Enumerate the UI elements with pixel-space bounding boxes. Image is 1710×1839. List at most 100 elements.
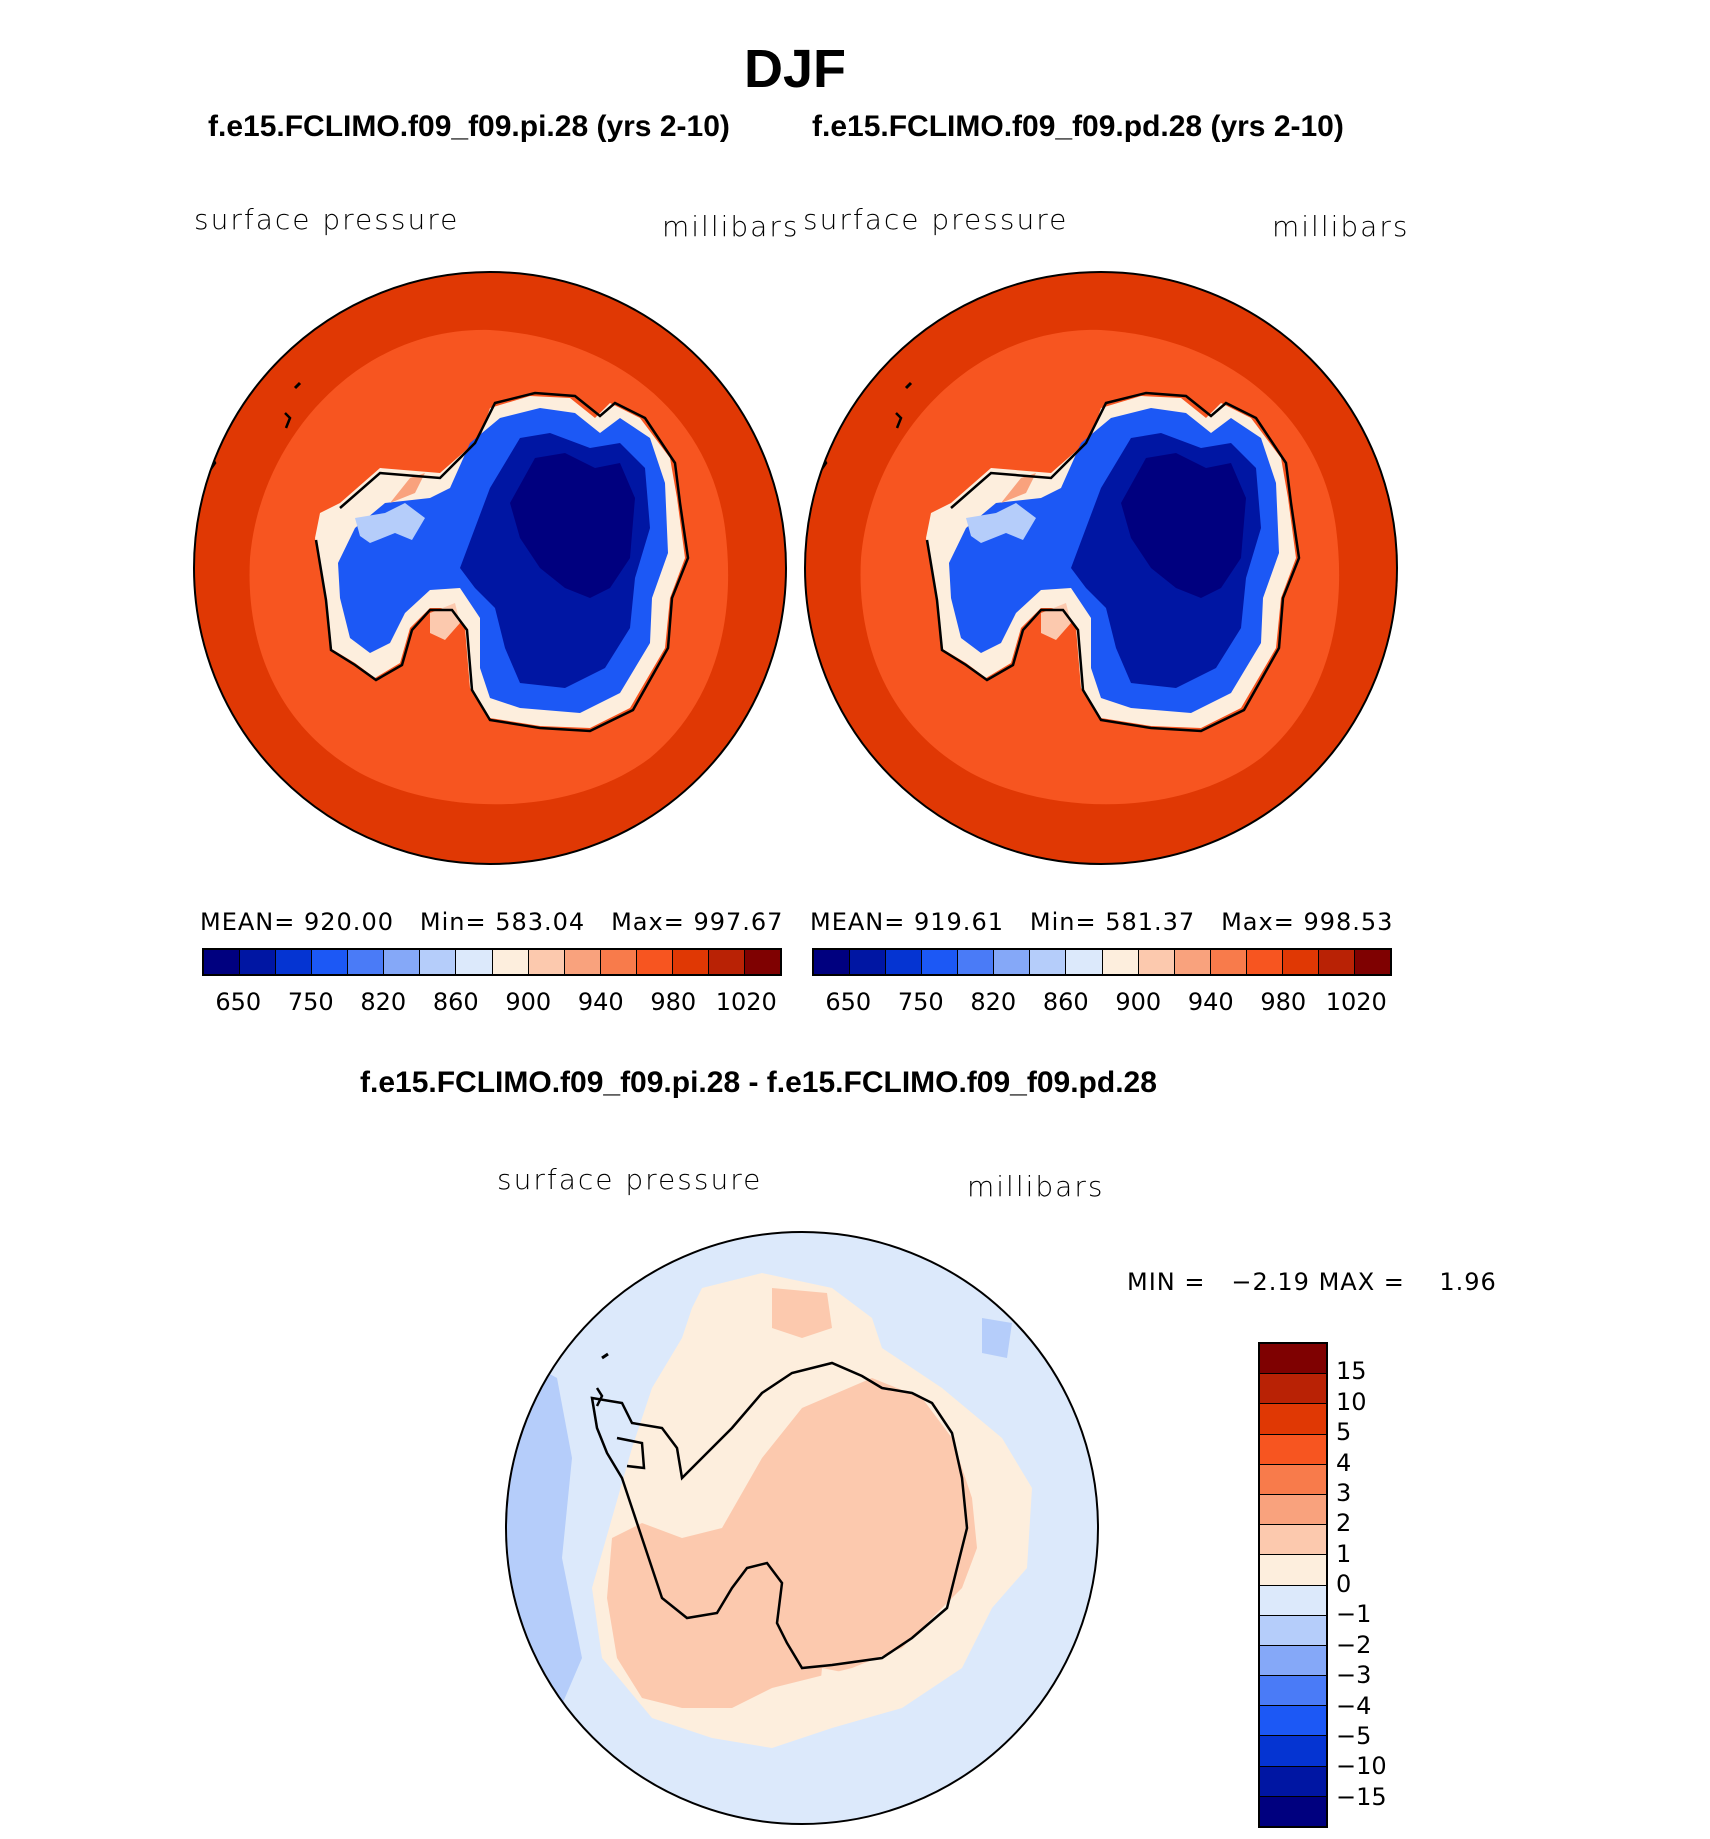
panel2-stats: MEAN= 919.61 Min= 581.37 Max= 998.53 [810,908,1393,936]
panel1-colorbar [202,948,782,976]
panel2-variable-label: surface pressure [803,203,1069,236]
panel2-colorbar-tick-label: 1020 [1325,988,1387,1016]
panel1-colorbar-tick-label: 1020 [715,988,777,1016]
panel1-colorbar-swatch [492,950,529,974]
panel1-max-value: 997.67 [693,908,784,936]
difference-colorbar-swatch [1260,1464,1326,1495]
panel2-colorbar-tick-label: 940 [1187,988,1234,1016]
difference-colorbar-swatch [1260,1585,1326,1616]
panel1-colorbar-swatch [204,950,241,974]
panel1-min-label: Min= [419,908,487,936]
panel1-stats: MEAN= 920.00 Min= 583.04 Max= 997.67 [200,908,783,936]
difference-colorbar-swatch [1260,1615,1326,1646]
panel1-colorbar-swatch [420,950,457,974]
difference-colorbar-swatch [1260,1404,1326,1435]
panel2-mean-label: MEAN= [810,908,906,936]
panel1-colorbar-swatch [636,950,673,974]
difference-colorbar-tick-label: 3 [1336,1478,1352,1507]
difference-colorbar-swatch [1260,1434,1326,1465]
difference-map [505,1231,1099,1825]
panel2-colorbar [812,948,1392,976]
difference-colorbar-tick-label: −4 [1336,1691,1372,1720]
panel2-colorbar-tick-label: 860 [1042,988,1089,1016]
panel1-colorbar-tick-label: 750 [287,988,334,1016]
difference-colorbar-swatch [1260,1344,1326,1375]
panel2-colorbar-swatch [958,950,995,974]
difference-colorbar-swatch [1260,1555,1326,1586]
panel2-colorbar-swatch [1246,950,1283,974]
difference-max-label: MAX = [1318,1268,1405,1296]
difference-min-value: −2.19 [1231,1268,1310,1296]
difference-colorbar-swatch [1260,1766,1326,1797]
panel2-min-label: Min= [1029,908,1097,936]
panel2-colorbar-swatch [1354,950,1390,974]
difference-colorbar-tick-label: 1 [1336,1539,1352,1568]
difference-variable-label: surface pressure [497,1163,763,1196]
panel2-colorbar-swatch [1138,950,1175,974]
panel2-max-value: 998.53 [1303,908,1394,936]
panel1-colorbar-swatch [312,950,349,974]
panel1-colorbar-swatch [384,950,421,974]
difference-title: f.e15.FCLIMO.f09_f09.pi.28 - f.e15.FCLIM… [360,1066,1157,1099]
difference-colorbar-swatch [1260,1676,1326,1707]
difference-colorbar-tick-label: −10 [1336,1752,1387,1781]
difference-colorbar-tick-label: 4 [1336,1448,1352,1477]
panel1-colorbar-tick-label: 820 [360,988,407,1016]
panel2-colorbar-swatch [1030,950,1067,974]
panel1-max-label: Max= [611,908,685,936]
panel1-variable-label: surface pressure [194,203,460,236]
difference-colorbar-ticks: 15 10 5 4 3 2 1 0 −1 −2 −3 −4 −5 −10 −15 [1336,1342,1456,1828]
panel2-colorbar-swatch [1210,950,1247,974]
difference-colorbar-swatch [1260,1706,1326,1737]
panel2-colorbar-swatch [994,950,1031,974]
panel1-colorbar-tick-label: 860 [432,988,479,1016]
difference-colorbar-tick-label: 10 [1336,1387,1367,1416]
panel2-case-title: f.e15.FCLIMO.f09_f09.pd.28 (yrs 2-10) [812,110,1344,143]
difference-colorbar-tick-label: −3 [1336,1661,1372,1690]
panel1-colorbar-swatch [600,950,637,974]
panel2-colorbar-swatch [1066,950,1103,974]
difference-colorbar-tick-label: −15 [1336,1782,1387,1811]
panel2-min-value: 581.37 [1105,908,1196,936]
panel1-units-label: millibars [662,210,800,243]
difference-units-label: millibars [967,1170,1105,1203]
difference-colorbar-swatch [1260,1374,1326,1405]
panel1-colorbar-ticks: 650 750 820 860 900 940 980 1020 [202,988,782,1018]
panel2-units-label: millibars [1272,210,1410,243]
difference-max-value: 1.96 [1439,1268,1497,1296]
difference-colorbar-tick-label: 15 [1336,1357,1367,1386]
panel1-colorbar-swatch [672,950,709,974]
difference-colorbar-swatch [1260,1494,1326,1526]
panel1-colorbar-swatch [348,950,385,974]
panel2-colorbar-tick-label: 980 [1260,988,1307,1016]
panel2-colorbar-tick-label: 650 [825,988,872,1016]
panel2-colorbar-swatch [1318,950,1355,974]
difference-colorbar-tick-label: 5 [1336,1418,1352,1447]
difference-colorbar-tick-label: 0 [1336,1570,1352,1598]
difference-colorbar-tick-label: −2 [1336,1630,1372,1659]
panel1-mean-value: 920.00 [304,908,394,936]
panel1-map [193,271,787,865]
difference-colorbar-tick-label: 2 [1336,1509,1352,1538]
panel1-colorbar-tick-label: 980 [650,988,697,1016]
difference-colorbar-tick-label: −5 [1336,1721,1372,1750]
panel1-colorbar-swatch [240,950,277,974]
difference-colorbar [1258,1342,1328,1828]
panel1-colorbar-tick-label: 900 [505,988,552,1016]
difference-colorbar-swatch [1260,1736,1326,1767]
panel2-colorbar-tick-label: 900 [1115,988,1162,1016]
panel2-map [804,271,1398,865]
panel2-colorbar-swatch [814,950,851,974]
difference-colorbar-tick-label: −1 [1336,1600,1372,1629]
difference-colorbar-swatch [1260,1525,1326,1556]
difference-min-label: MIN = [1127,1268,1206,1296]
panel2-colorbar-swatch [850,950,887,974]
panel2-colorbar-ticks: 650 750 820 860 900 940 980 1020 [812,988,1392,1018]
panel2-colorbar-tick-label: 820 [970,988,1017,1016]
panel2-colorbar-swatch [1174,950,1211,974]
panel2-max-label: Max= [1221,908,1295,936]
panel2-colorbar-swatch [922,950,959,974]
panel1-mean-label: MEAN= [200,908,296,936]
difference-colorbar-swatch [1260,1645,1326,1677]
panel2-colorbar-swatch [1102,950,1139,974]
